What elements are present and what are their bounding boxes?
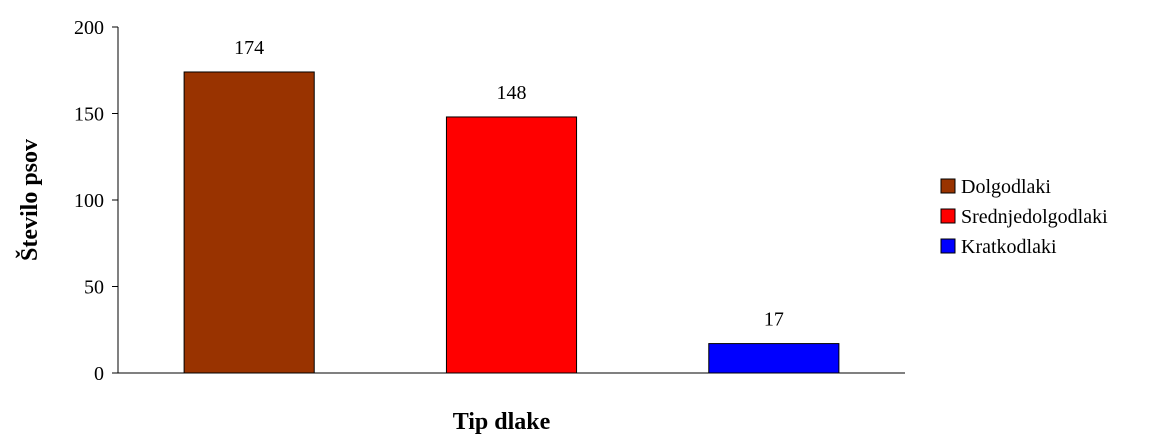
x-axis-title: Tip dlake xyxy=(453,409,551,435)
bar-dolgodlaki xyxy=(183,71,315,374)
y-tick-label: 150 xyxy=(74,104,104,126)
y-tick-label: 200 xyxy=(74,17,104,39)
bars xyxy=(183,71,840,374)
legend-label-kratkodlaki: Kratkodlaki xyxy=(961,236,1057,258)
legend-label-dolgodlaki: Dolgodlaki xyxy=(961,176,1051,198)
data-label-dolgodlaki: 174 xyxy=(234,37,264,59)
y-tick-label: 50 xyxy=(84,277,104,299)
legend-swatch-dolgodlaki xyxy=(940,178,956,194)
y-axis-title: Število psov xyxy=(16,139,43,261)
y-tick-label: 0 xyxy=(94,363,104,385)
legend-swatch-kratkodlaki xyxy=(940,238,956,254)
data-label-kratkodlaki: 17 xyxy=(764,309,784,331)
bar-srednjedolgodlaki xyxy=(445,116,578,374)
data-label-srednjedolgodlaki: 148 xyxy=(497,82,527,104)
bar-kratkodlaki xyxy=(708,343,840,374)
y-axis-ticks: 0 50 100 150 200 xyxy=(74,17,118,385)
y-tick-label: 100 xyxy=(74,190,104,212)
data-labels: 174 148 17 xyxy=(234,37,784,331)
legend-swatch-srednjedolgodlaki xyxy=(940,208,956,224)
legend: Dolgodlaki Srednjedolgodlaki Kratkodlaki xyxy=(940,176,1108,258)
legend-label-srednjedolgodlaki: Srednjedolgodlaki xyxy=(961,206,1108,228)
